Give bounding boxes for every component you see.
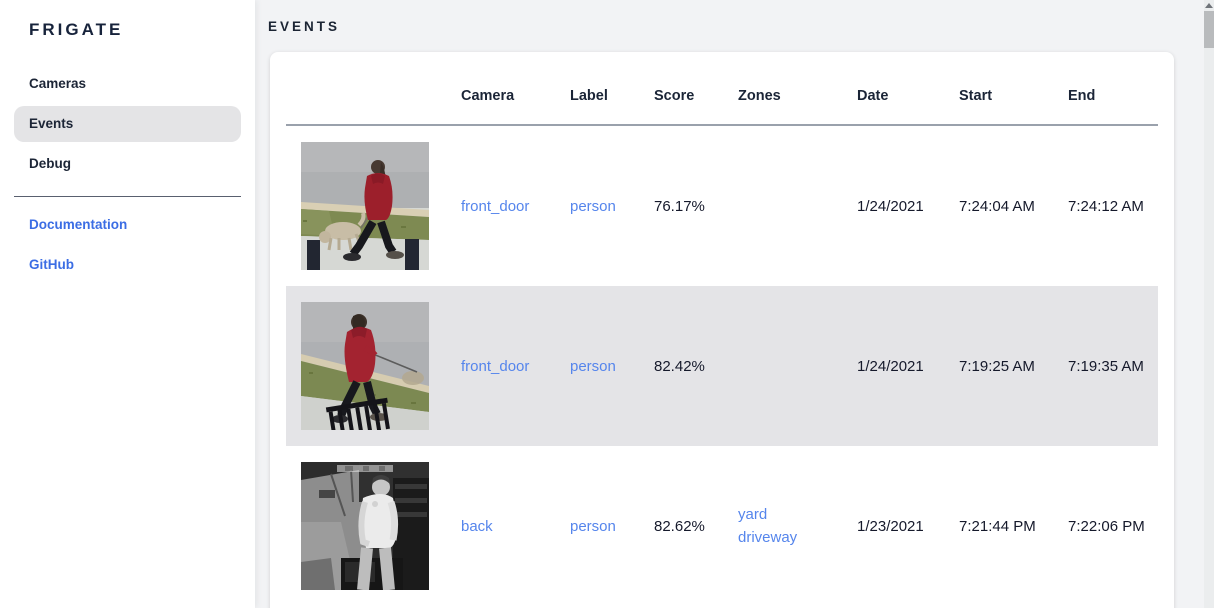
- event-thumbnail[interactable]: [286, 462, 445, 590]
- scrollbar-thumb[interactable]: [1204, 11, 1214, 48]
- label-link[interactable]: person: [570, 517, 616, 535]
- column-date: Date: [857, 88, 889, 104]
- thumbnail-person-red-hoodie-dog: [301, 302, 429, 430]
- zones-cell: yard driveway: [722, 503, 841, 550]
- label-link[interactable]: person: [570, 197, 616, 215]
- start-value: 7:24:04 AM: [959, 197, 1035, 215]
- camera-link[interactable]: front_door: [461, 197, 530, 215]
- zone-link[interactable]: yard: [738, 505, 768, 523]
- vertical-scrollbar[interactable]: [1204, 0, 1214, 608]
- sidebar-nav: Cameras Events Debug Documentation GitHu…: [0, 66, 255, 283]
- column-end: End: [1068, 88, 1096, 104]
- end-value: 7:19:35 AM: [1068, 357, 1144, 375]
- date-value: 1/24/2021: [857, 357, 924, 375]
- camera-link[interactable]: front_door: [461, 357, 530, 375]
- label-link[interactable]: person: [570, 357, 616, 375]
- end-value: 7:22:06 PM: [1068, 517, 1145, 535]
- app-logo: FRIGATE: [29, 20, 124, 39]
- date-value: 1/24/2021: [857, 197, 924, 215]
- column-score: Score: [654, 88, 695, 104]
- sidebar-divider: [14, 196, 241, 197]
- sidebar-link-documentation[interactable]: Documentation: [29, 217, 128, 232]
- table-header-row: Camera Label Score Zones Date Start End: [286, 68, 1158, 126]
- start-value: 7:19:25 AM: [959, 357, 1035, 375]
- date-value: 1/23/2021: [857, 517, 924, 535]
- sidebar-link-github[interactable]: GitHub: [29, 257, 74, 272]
- start-value: 7:21:44 PM: [959, 517, 1036, 535]
- column-start: Start: [959, 88, 993, 104]
- table-row[interactable]: front_door person 82.42% 1/24/2021 7:19:…: [286, 286, 1158, 446]
- scrollbar-up-arrow-icon[interactable]: [1205, 3, 1213, 8]
- thumbnail-person-night-infrared: [301, 462, 429, 590]
- sidebar-item-debug[interactable]: Debug: [29, 156, 71, 171]
- score-value: 82.42%: [654, 357, 705, 375]
- main-content: EVENTS Camera Label Score Zones Date Sta…: [255, 0, 1204, 608]
- events-card: Camera Label Score Zones Date Start End: [270, 52, 1174, 608]
- column-zones: Zones: [738, 88, 781, 104]
- zone-link[interactable]: driveway: [738, 529, 798, 546]
- table-row[interactable]: front_door person 76.17% 1/24/2021 7:24:…: [286, 126, 1158, 286]
- camera-link[interactable]: back: [461, 517, 493, 535]
- end-value: 7:24:12 AM: [1068, 197, 1144, 215]
- event-thumbnail[interactable]: [286, 302, 445, 430]
- sidebar-item-events[interactable]: Events: [14, 106, 241, 142]
- events-table: Camera Label Score Zones Date Start End: [286, 68, 1158, 606]
- thumbnail-person-red-coat-dog: [301, 142, 429, 270]
- page-title: EVENTS: [268, 19, 341, 34]
- column-camera: Camera: [461, 88, 515, 104]
- sidebar-item-cameras[interactable]: Cameras: [29, 76, 87, 91]
- event-thumbnail[interactable]: [286, 142, 445, 270]
- score-value: 76.17%: [654, 197, 705, 215]
- sidebar: FRIGATE Cameras Events Debug Documentati…: [0, 0, 255, 608]
- column-label: Label: [570, 88, 608, 104]
- score-value: 82.62%: [654, 517, 705, 535]
- table-row[interactable]: back person 82.62% yard driveway 1/23/20…: [286, 446, 1158, 606]
